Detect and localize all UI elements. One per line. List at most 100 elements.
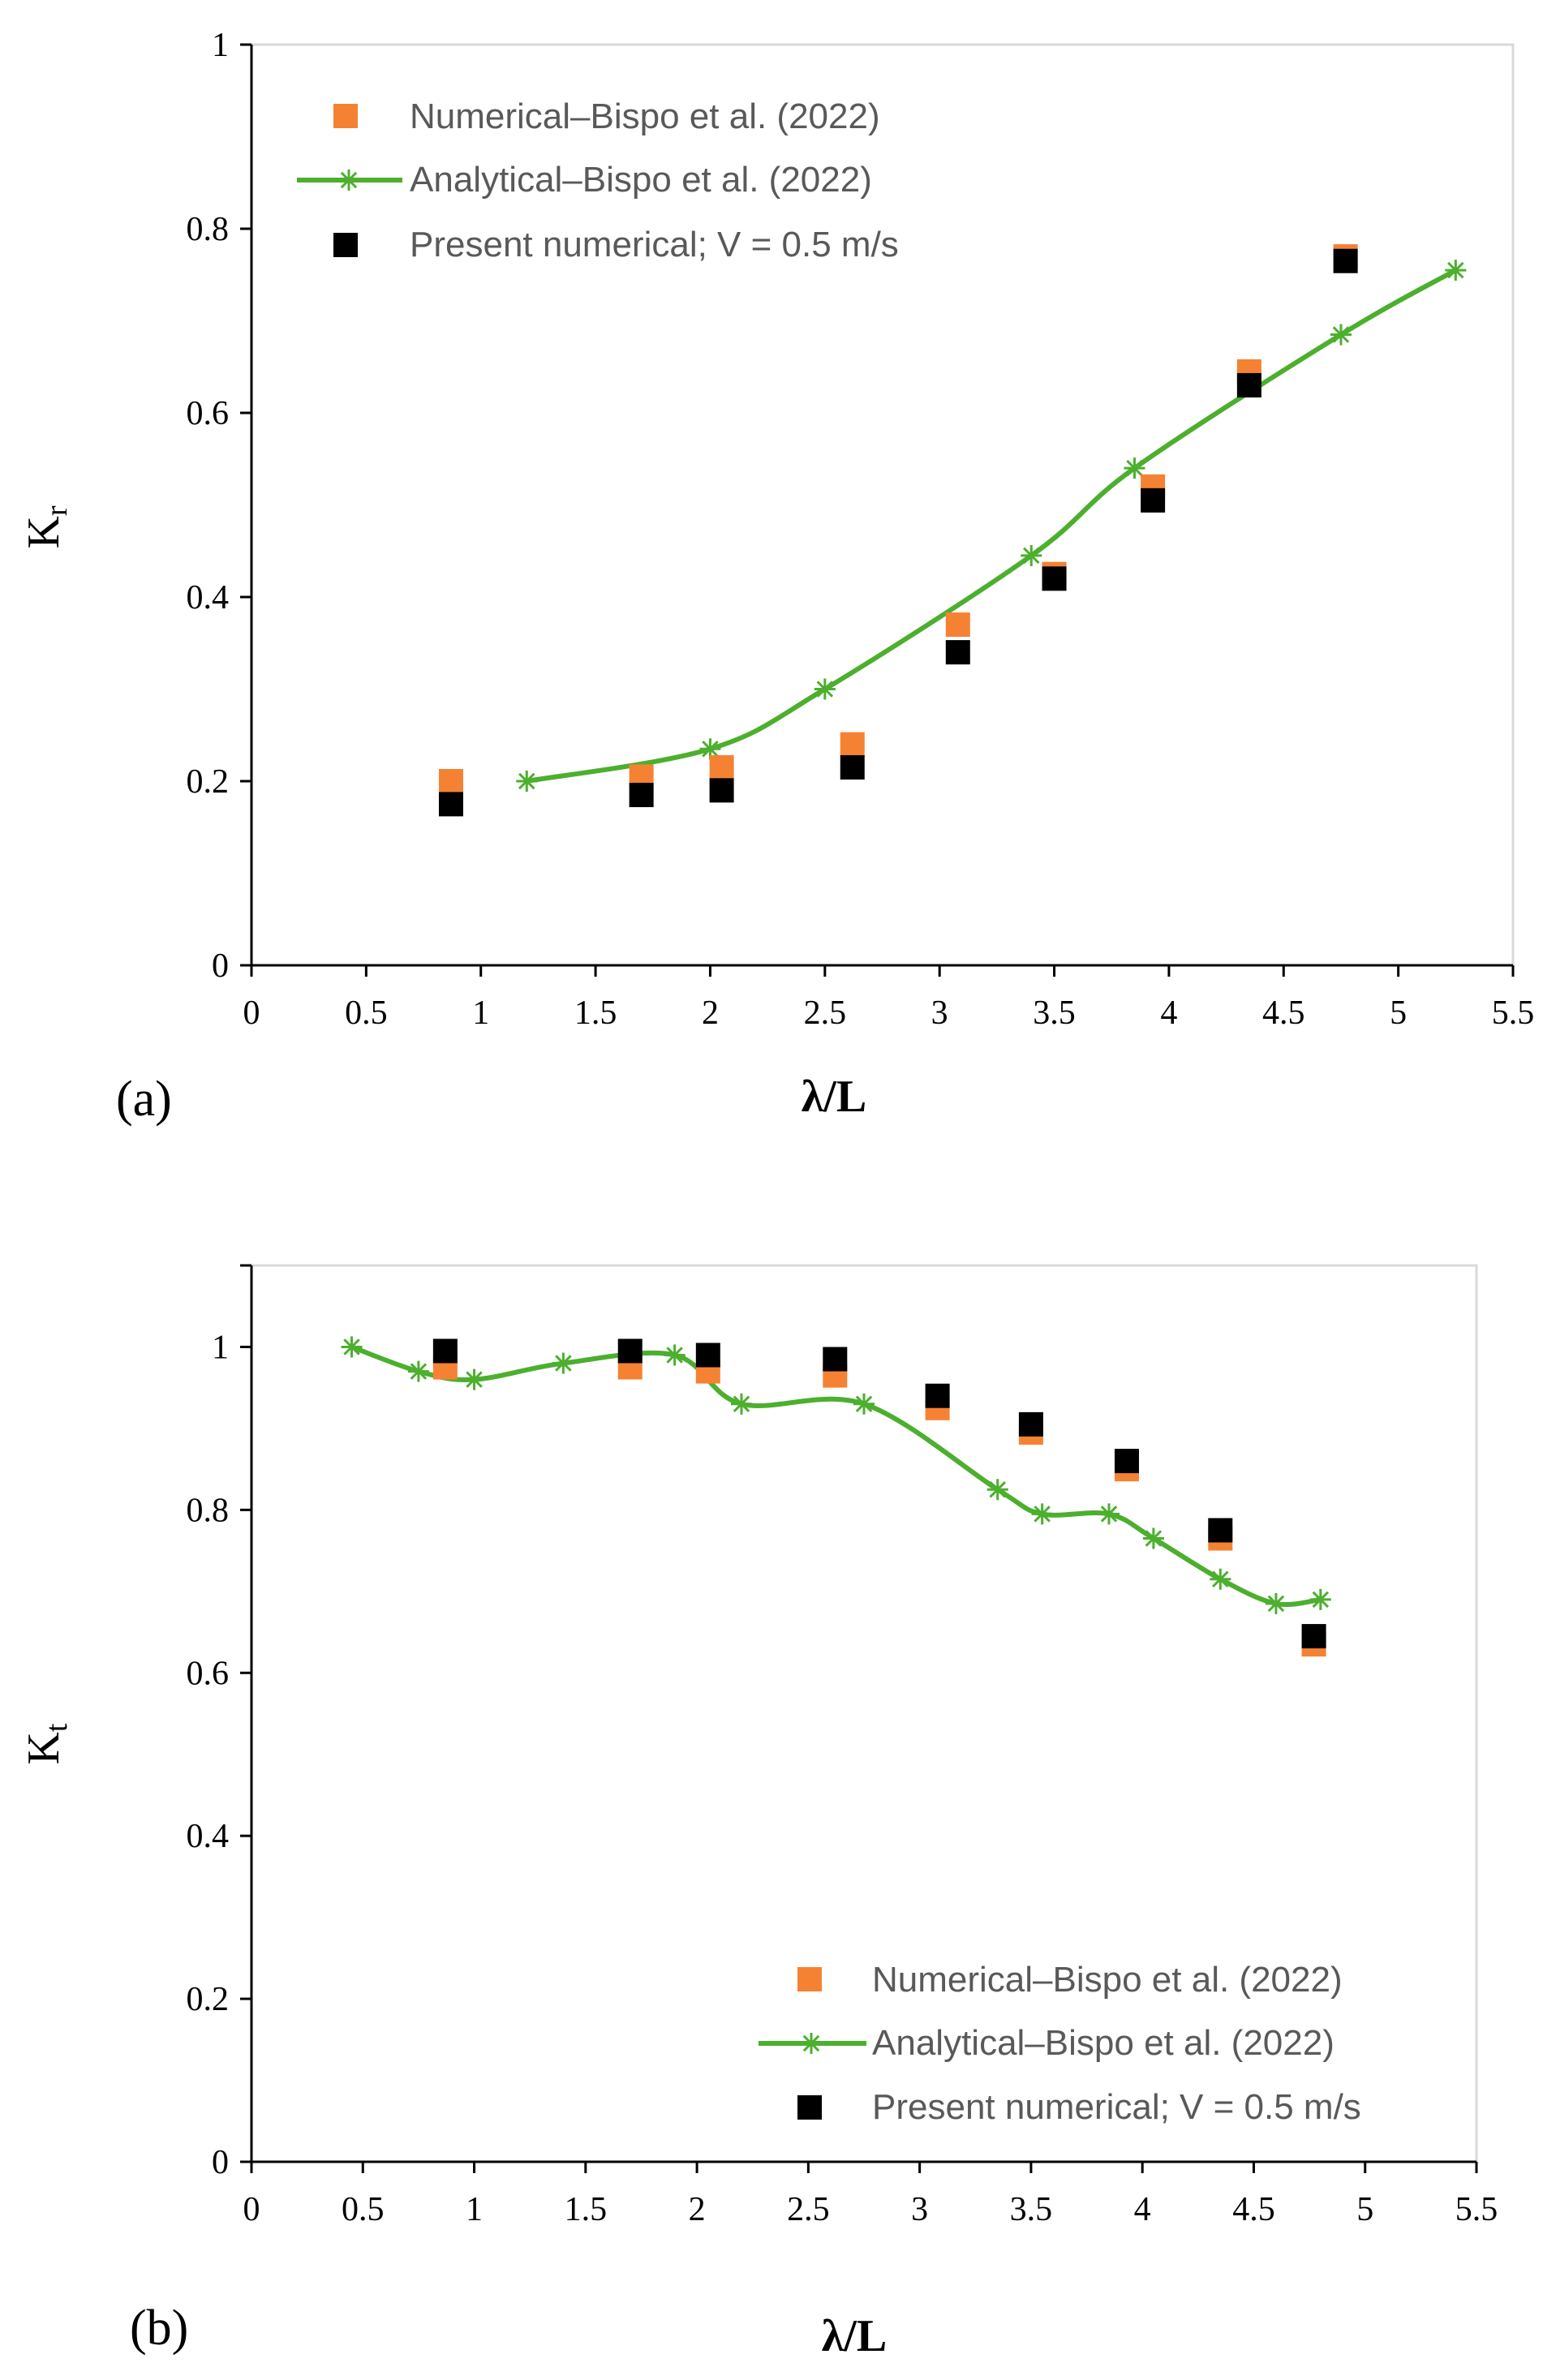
chart-b-x-tick-label: 4.5 — [1232, 2191, 1275, 2228]
chart-b-analytical-point — [552, 1352, 574, 1374]
chart-b-present-point — [823, 1347, 848, 1372]
chart-a-x-tick-label: 1.5 — [574, 995, 617, 1032]
chart-b-x-tick-label: 3.5 — [1010, 2191, 1053, 2228]
chart-a-analytical-point — [1330, 324, 1352, 346]
chart-a-numerical-point — [709, 754, 734, 780]
chart-a-x-tick-label: 5.5 — [1492, 995, 1535, 1032]
chart-b-present-point — [617, 1338, 643, 1364]
chart-b-present-point — [695, 1343, 720, 1368]
chart-b-analytical-point — [1098, 1503, 1120, 1525]
chart-b-ylabel: Kt — [19, 1723, 74, 1764]
chart-a-x-tick-label: 2.5 — [804, 995, 847, 1032]
chart-b-analytical-point — [1265, 1592, 1287, 1614]
chart-b-x-tick-label: 5.5 — [1455, 2191, 1498, 2228]
chart-b-analytical-point — [407, 1360, 429, 1382]
legend-a-present-label: Present numerical; V = 0.5 m/s — [410, 225, 899, 264]
legend-b-analytical-label: Analytical–Bispo et al. (2022) — [872, 2023, 1335, 2063]
chart-a-analytical-point — [1445, 260, 1467, 281]
chart-b-x-tick-label: 2.5 — [787, 2191, 830, 2228]
legend-b-numerical-label: Numerical–Bispo et al. (2022) — [872, 1960, 1343, 2000]
chart-b-x-tick-label: 0.5 — [342, 2191, 385, 2228]
chart-b-x-tick-label: 1 — [466, 2191, 483, 2228]
chart-a-analytical-point — [814, 678, 836, 700]
chart-b-analytical-point — [341, 1336, 363, 1358]
legend-b-analytical-marker — [801, 2033, 822, 2054]
chart-b-panel-label: (b) — [130, 2301, 188, 2356]
chart-a-x-tick-label: 5 — [1390, 995, 1407, 1032]
legend-star-stroke — [340, 171, 358, 189]
chart-b-x-tick-label: 1.5 — [565, 2191, 608, 2228]
chart-b-present-point — [1301, 1624, 1326, 1649]
legend-a-analytical-label: Analytical–Bispo et al. (2022) — [410, 160, 872, 200]
chart-a-numerical-point — [438, 769, 463, 793]
chart-b-marks — [341, 1336, 1331, 1657]
chart-b-y-tick-label: 0.6 — [187, 1655, 230, 1692]
chart-a-x-tick-label: 4.5 — [1262, 995, 1305, 1032]
chart-a-panel-label: (a) — [116, 1072, 172, 1127]
chart-b-present-point — [1208, 1518, 1233, 1543]
chart-b-legend: Numerical–Bispo et al. (2022) Analytical… — [759, 1960, 1361, 2127]
chart-b-y-tick-label: 0.8 — [187, 1492, 230, 1529]
chart-b-analytical-point — [463, 1368, 485, 1390]
chart-b-y-tick-label: 0.2 — [187, 1981, 230, 2018]
chart-a-present-point — [945, 640, 970, 665]
chart-a-present-point — [709, 778, 734, 803]
chart-a-numerical-point — [945, 612, 970, 638]
chart-b-analytical-point — [1031, 1503, 1053, 1525]
chart-a-ylabel: Kr — [19, 505, 74, 548]
chart-panel-b: 0 0.5 1 1.5 2 2.5 3 3.5 4 4.5 5 5.5 0 0.2 0.4 0.6 0.8 1 K… — [19, 1264, 1498, 2361]
chart-a-numerical-point — [840, 732, 865, 757]
chart-a-y-tick-label: 0.4 — [187, 579, 230, 616]
chart-b-present-point — [1114, 1449, 1139, 1474]
chart-a-y-tick-label: 0.8 — [187, 211, 230, 248]
chart-a-legend: Numerical–Bispo et al. (2022) Analytical… — [297, 97, 899, 264]
chart-a-x-tick-label: 4 — [1160, 995, 1177, 1032]
chart-b-analytical-point — [986, 1479, 1008, 1501]
chart-a-x-tick-label: 0.5 — [345, 995, 388, 1032]
chart-a-marks — [438, 244, 1467, 817]
chart-a-present-point — [1236, 372, 1261, 397]
chart-a-analytical-point — [1124, 458, 1145, 479]
chart-a-y-tick-label: 0.6 — [187, 395, 230, 432]
chart-b-analytical-point — [664, 1344, 686, 1366]
legend-a-present-marker — [333, 233, 358, 257]
chart-a-analytical-point — [1021, 544, 1042, 566]
chart-a-y-tick-label: 0.2 — [187, 763, 230, 801]
chart-a-present-point — [1141, 488, 1166, 513]
chart-a-y-tick-label: 1 — [212, 27, 229, 64]
chart-b-analytical-line — [350, 1344, 1322, 1607]
chart-b-analytical-point — [1142, 1527, 1164, 1549]
chart-b-analytical-point — [853, 1393, 875, 1415]
chart-b-x-tick-label: 5 — [1356, 2191, 1373, 2228]
chart-a-x-tick-label: 1 — [472, 995, 489, 1032]
chart-a-x-tick-label: 0 — [243, 995, 260, 1032]
chart-b-present-point — [1018, 1411, 1043, 1437]
chart-a-xlabel: λ/L — [802, 1072, 866, 1122]
legend-a-analytical-marker — [338, 170, 359, 191]
chart-a-analytical-line — [526, 268, 1457, 784]
chart-b-x-tick-label: 0 — [243, 2191, 260, 2228]
chart-panel-a: 0 0.5 1 1.5 2 2.5 3 3.5 4 4.5 5 5.5 0 0.2 0.4 0.6 0.8 1 K… — [19, 27, 1534, 1127]
chart-a-present-point — [629, 783, 654, 808]
chart-a-x-tick-label: 3 — [931, 995, 948, 1032]
chart-b-x-tick-label: 2 — [689, 2191, 706, 2228]
chart-a-present-point — [1042, 566, 1067, 591]
legend-a-numerical-marker — [333, 104, 358, 128]
legend-b-present-label: Present numerical; V = 0.5 m/s — [872, 2087, 1361, 2127]
chart-b-xlabel: λ/L — [822, 2311, 887, 2361]
chart-b-present-point — [432, 1338, 458, 1364]
chart-b-x-tick-label: 3 — [911, 2191, 928, 2228]
chart-b-analytical-point — [731, 1393, 752, 1415]
legend-b-numerical-marker — [797, 1967, 822, 1991]
chart-b-axes: 0 0.5 1 1.5 2 2.5 3 3.5 4 4.5 5 5.5 0 0.2 0.4 0.6 0.8 1 — [187, 1264, 1498, 2228]
chart-b-analytical-point — [1309, 1588, 1331, 1610]
chart-b-present-point — [925, 1383, 950, 1408]
chart-b-y-tick-label: 0 — [212, 2144, 229, 2181]
chart-a-axes: 0 0.5 1 1.5 2 2.5 3 3.5 4 4.5 5 5.5 0 0.2 0.4 0.6 0.8 1 — [187, 27, 1535, 1032]
chart-a-present-point — [1333, 248, 1358, 273]
legend-b-present-marker — [797, 2095, 822, 2120]
chart-a-x-tick-label: 3.5 — [1033, 995, 1076, 1032]
chart-a-x-tick-label: 2 — [702, 995, 719, 1032]
chart-b-x-tick-label: 4 — [1134, 2191, 1151, 2228]
